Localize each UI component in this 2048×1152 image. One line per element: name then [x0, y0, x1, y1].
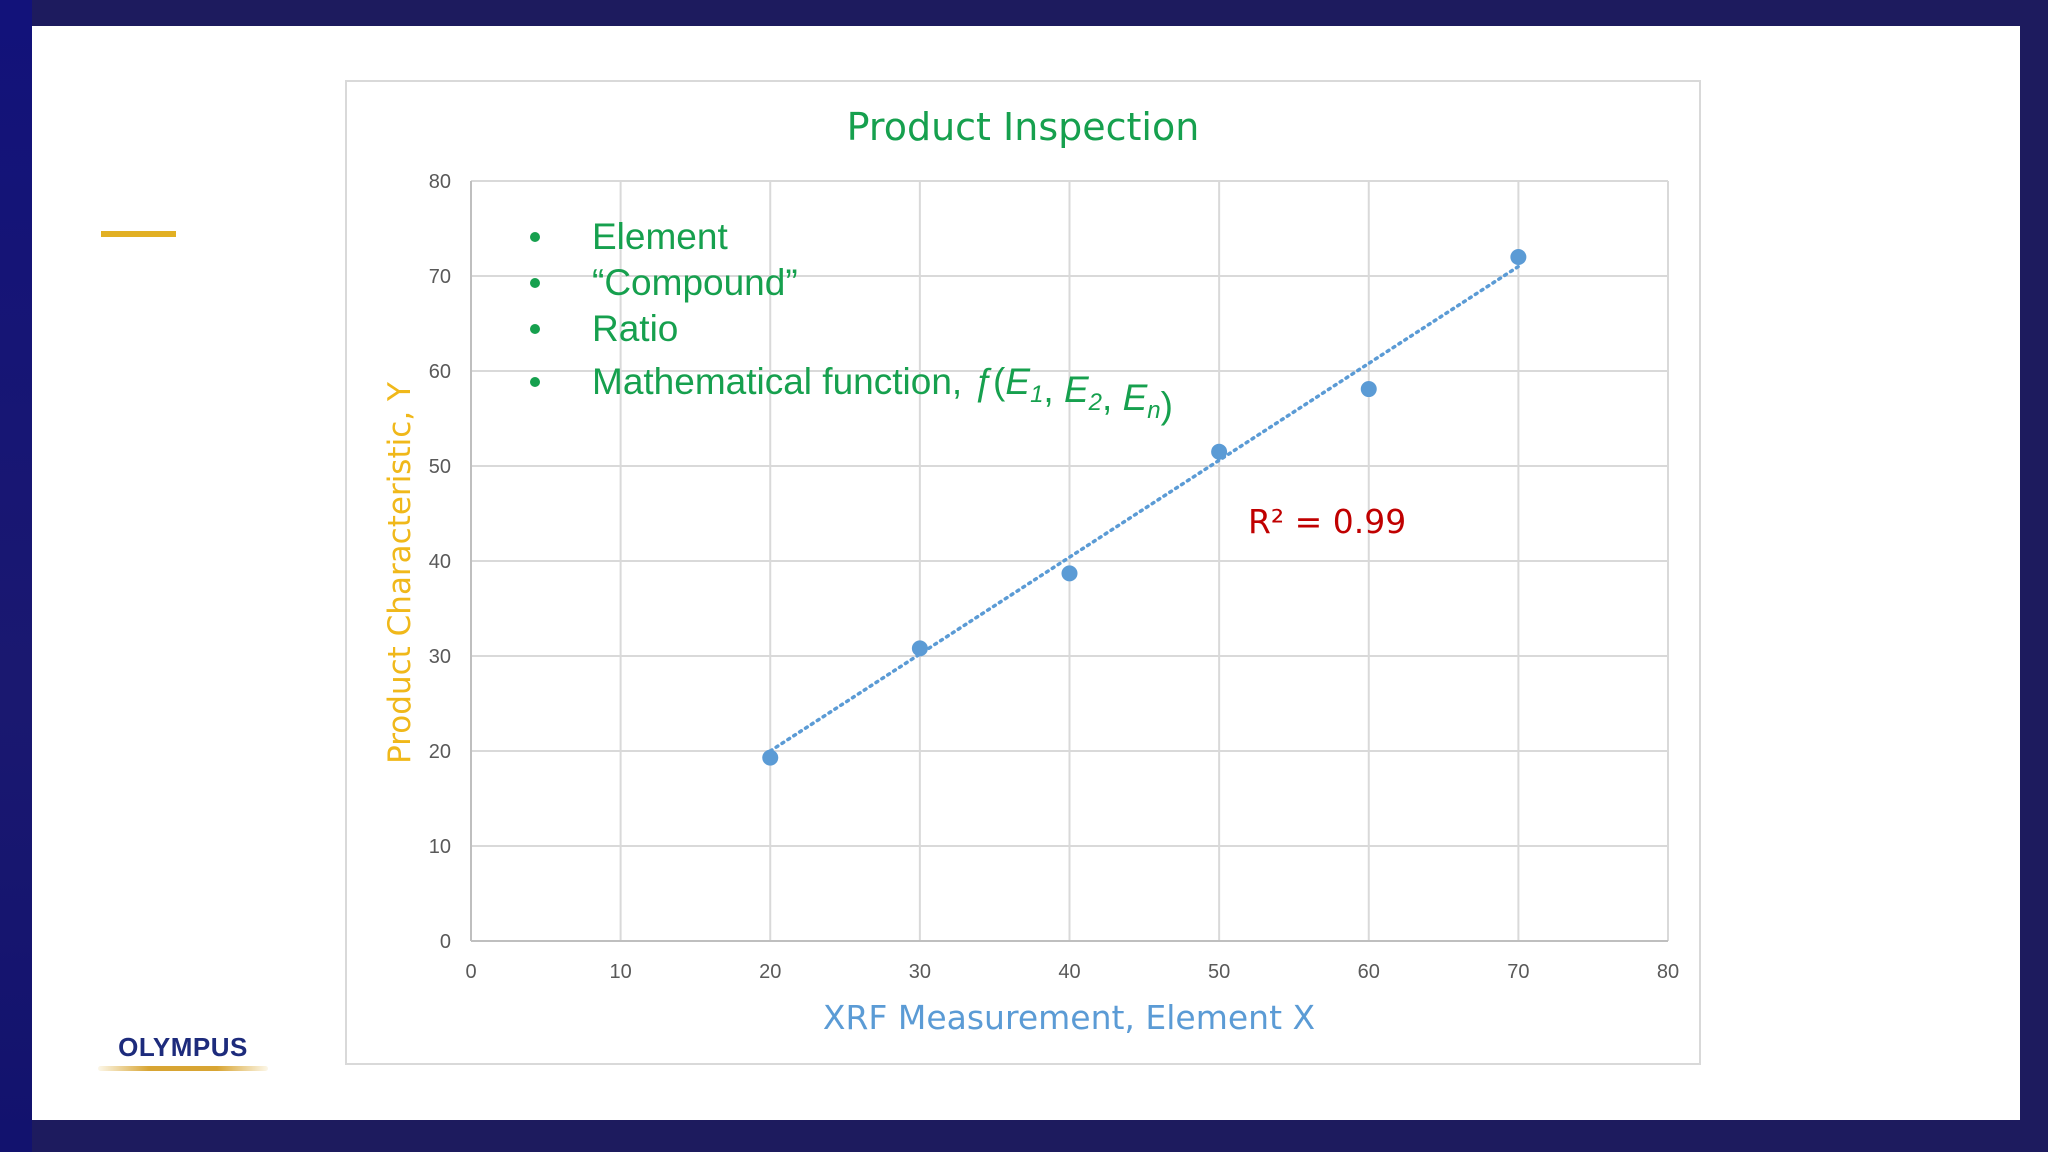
y-tick-label: 80 — [429, 171, 451, 193]
r-squared-annotation: R² = 0.99 — [1248, 502, 1406, 541]
y-tick-label: 40 — [429, 551, 451, 573]
bullet-dot — [530, 278, 540, 288]
function-s1: 1 — [1030, 381, 1043, 408]
x-tick-label: 40 — [1058, 961, 1080, 983]
y-tick-label: 10 — [429, 836, 451, 858]
y-tick-label: 0 — [440, 931, 451, 953]
y-axis-label: Product Characteristic, Y — [382, 382, 418, 764]
function-s2: 2 — [1088, 389, 1102, 416]
logo-text: OLYMPUS — [118, 1032, 248, 1062]
data-point — [1510, 249, 1527, 265]
y-tick-label: 30 — [429, 646, 451, 668]
bullet-item: “Compound” — [592, 262, 798, 303]
x-tick-label: 70 — [1507, 961, 1529, 983]
bullet-item: Mathematical function, ƒ(E1, E2, En) — [592, 361, 1173, 426]
y-tick-label: 50 — [429, 456, 451, 478]
accent-bar — [101, 231, 176, 237]
chart-area — [345, 80, 1701, 1065]
x-axis-label: XRF Measurement, Element X — [823, 998, 1315, 1037]
data-point — [1061, 565, 1078, 582]
logo-underline — [98, 1066, 268, 1071]
function-f: ƒ — [972, 361, 993, 403]
function-en: E — [1123, 377, 1149, 418]
data-point — [911, 640, 928, 657]
data-point — [762, 749, 779, 766]
bullet-dot — [530, 232, 540, 242]
function-sep2: , — [1102, 377, 1123, 418]
function-sn: n — [1147, 397, 1160, 424]
y-tick-label: 70 — [429, 266, 451, 288]
bullet-dot — [530, 377, 540, 387]
data-point — [1360, 381, 1377, 398]
y-tick-label: 20 — [429, 741, 451, 763]
data-points — [762, 249, 1527, 766]
function-open: ( — [993, 361, 1006, 402]
data-point — [1211, 443, 1228, 460]
function-e1: E — [1005, 361, 1031, 402]
function-e2: E — [1064, 369, 1090, 410]
x-tick-label: 30 — [909, 961, 931, 983]
x-tick-label: 80 — [1657, 961, 1679, 983]
bullet-dot — [530, 324, 540, 334]
function-close: ) — [1161, 385, 1173, 426]
bullet-list: Element “Compound” Ratio Mathematical funct… — [530, 216, 1173, 426]
trendline — [768, 264, 1521, 753]
x-tick-label: 10 — [610, 961, 632, 983]
x-tick-label: 20 — [759, 961, 781, 983]
chart-title: Product Inspection — [847, 105, 1200, 149]
x-tick-label: 50 — [1208, 961, 1230, 983]
slide-frame-left — [0, 0, 32, 1152]
olympus-logo: OLYMPUS — [96, 1034, 270, 1074]
bullet-item: Ratio — [592, 308, 678, 349]
x-tick-label: 0 — [465, 961, 476, 983]
tick-labels: 0 10 20 30 40 50 60 70 80 0 10 20 30 40 50 60 70 80 — [429, 171, 1679, 983]
grid-lines — [471, 180, 1669, 941]
y-tick-label: 60 — [429, 361, 451, 383]
function-sep1: , — [1043, 369, 1064, 410]
bullet-item: Element — [592, 216, 728, 257]
x-tick-label: 60 — [1358, 961, 1380, 983]
axes — [470, 181, 1668, 942]
